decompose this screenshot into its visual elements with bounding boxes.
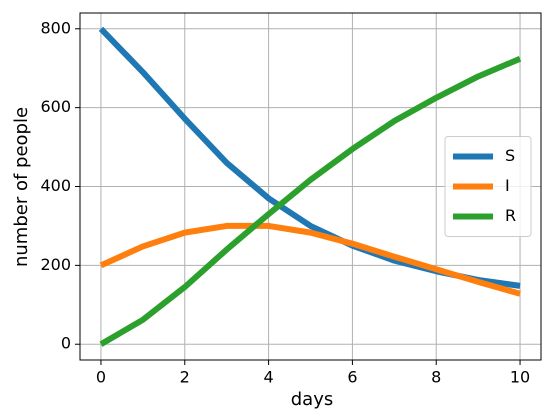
x-tick-label: 4 <box>263 368 273 387</box>
legend-label: S <box>505 146 515 165</box>
x-tick-label: 2 <box>180 368 190 387</box>
y-axis-label: number of people <box>11 107 32 267</box>
y-tick-label: 0 <box>61 334 71 353</box>
series-line <box>99 222 521 297</box>
series-line <box>99 55 522 347</box>
y-tick-label: 200 <box>40 255 71 274</box>
y-tick-label: 400 <box>40 176 71 195</box>
x-axis-label: days <box>291 389 334 410</box>
x-tick-label: 10 <box>510 368 530 387</box>
legend-label: R <box>505 206 516 225</box>
x-tick-label: 6 <box>347 368 357 387</box>
y-tick-label: 600 <box>40 97 71 116</box>
legend-label: I <box>505 176 510 195</box>
plot-frame <box>79 12 542 361</box>
y-tick-label: 800 <box>40 18 71 37</box>
x-tick-label: 8 <box>431 368 441 387</box>
x-tick-label: 0 <box>96 368 106 387</box>
